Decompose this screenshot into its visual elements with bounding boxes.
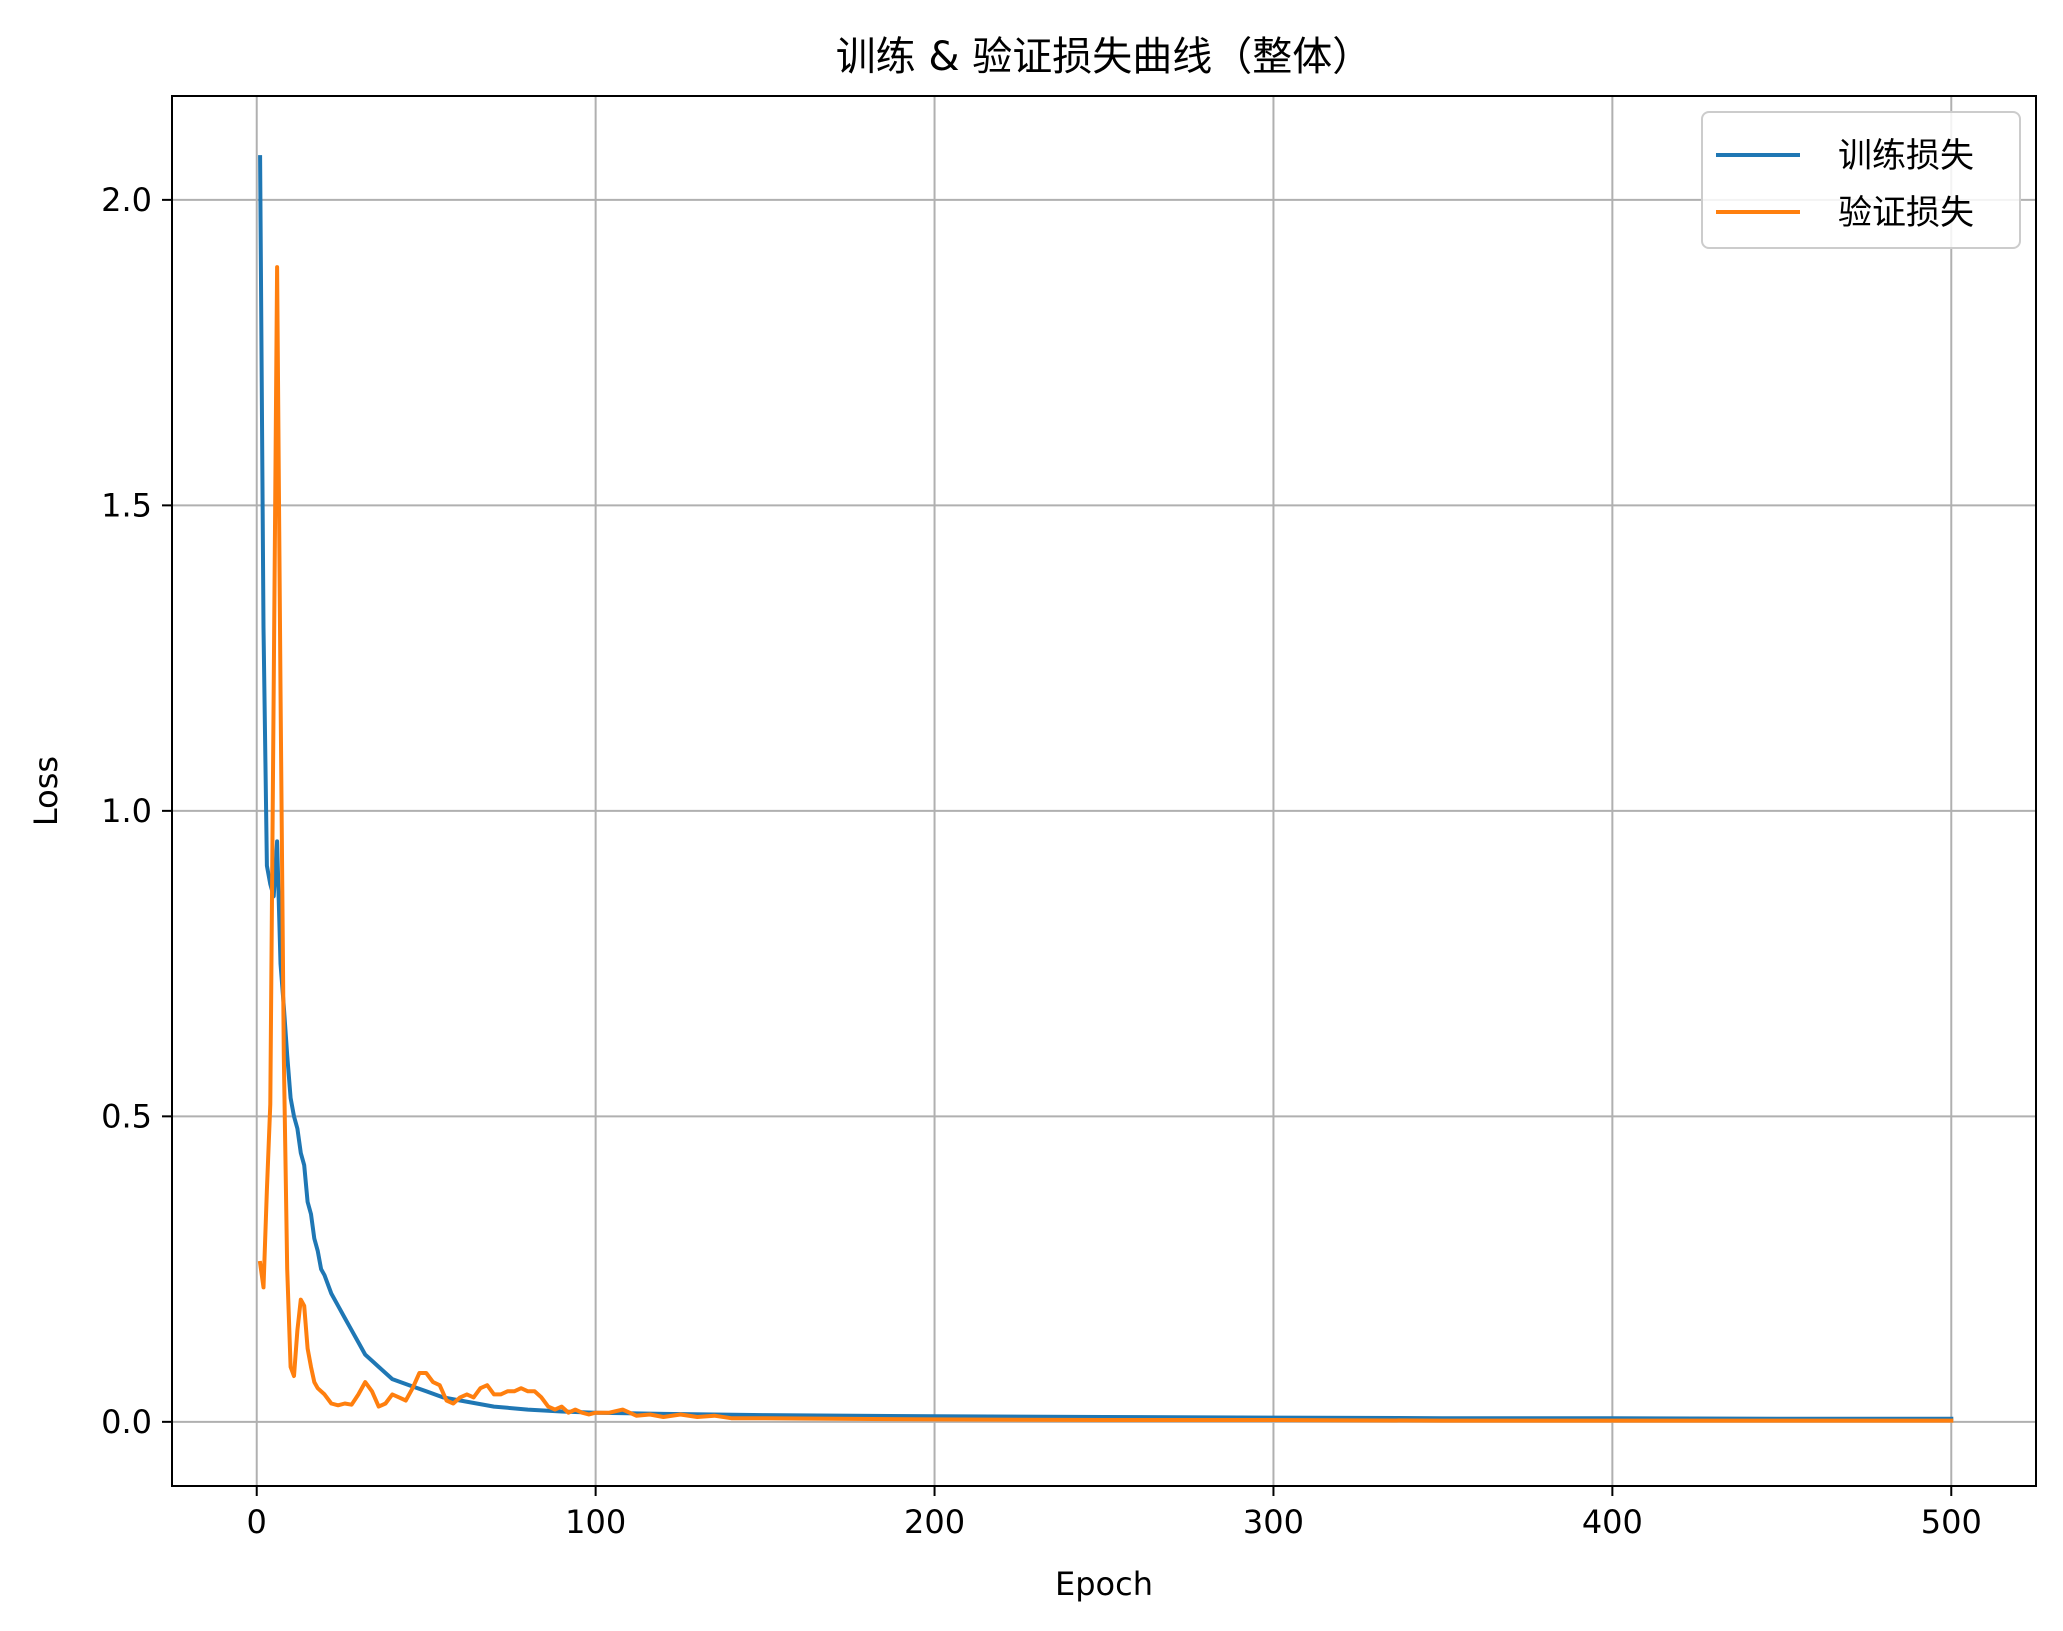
x-tick-label: 500 [1921, 1503, 1982, 1541]
plot-area-frame [171, 95, 2037, 1487]
x-tick-label: 100 [565, 1503, 626, 1541]
series-lines [257, 155, 1954, 1423]
x-tick-label: 300 [1243, 1503, 1304, 1541]
legend-label-train-loss: 训练损失 [1838, 136, 1974, 176]
y-tick-label: 1.5 [101, 486, 152, 524]
x-tick-label: 200 [904, 1503, 965, 1541]
series-line-val-loss [257, 265, 1954, 1423]
y-tick-label: 0.0 [101, 1403, 152, 1441]
y-tick-label: 0.5 [101, 1097, 152, 1135]
y-tick-label: 1.0 [101, 792, 152, 830]
y-axis-label: Loss [27, 756, 65, 826]
x-tick-label: 0 [247, 1503, 267, 1541]
y-tick-label: 2.0 [101, 181, 152, 219]
chart-title: 训练 & 验证损失曲线（整体） [836, 34, 1373, 80]
axis-ticks: 0 100 200 300 400 500 0.0 0.5 1.0 1.5 2.0 [101, 181, 1982, 1541]
x-tick-label: 400 [1582, 1503, 1643, 1541]
legend-label-val-loss: 验证损失 [1838, 193, 1974, 233]
x-axis-label: Epoch [1055, 1565, 1153, 1603]
legend: 训练损失 验证损失 [1701, 111, 2021, 249]
series-line-train-loss [258, 155, 1954, 1421]
